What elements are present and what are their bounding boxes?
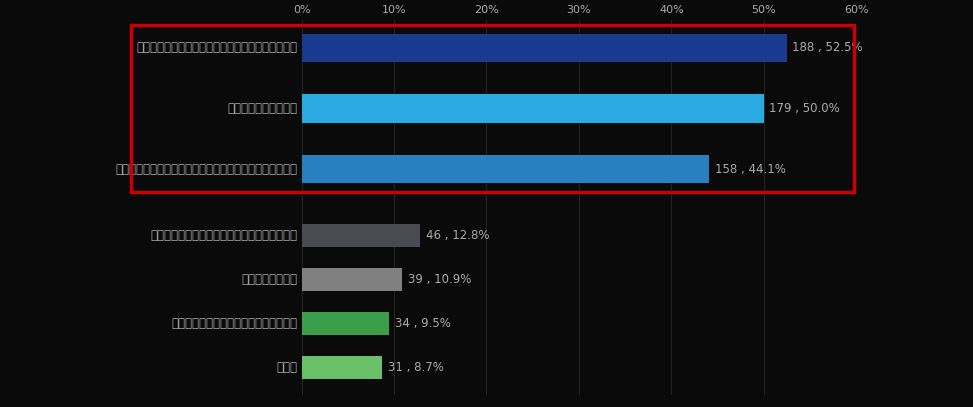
Text: 31 , 8.7%: 31 , 8.7% (387, 361, 444, 374)
Text: 治療と仕事の両立を支援する社内のカルチャー醉成: 治療と仕事の両立を支援する社内のカルチャー醉成 (136, 42, 297, 55)
Text: 46 , 12.8%: 46 , 12.8% (426, 229, 489, 242)
Bar (302, 356, 382, 379)
Bar (302, 33, 787, 62)
Bar (302, 223, 420, 247)
Text: 産業医との積極的なコミュニケーション: 産業医との積極的なコミュニケーション (171, 317, 297, 330)
Text: 専門家からの講演: 専門家からの講演 (241, 273, 297, 286)
Bar (302, 94, 764, 123)
Text: 治療と仕事の両立をしている従業員からの講演: 治療と仕事の両立をしている従業員からの講演 (150, 229, 297, 242)
Text: 39 , 10.9%: 39 , 10.9% (408, 273, 471, 286)
Text: 158 , 44.1%: 158 , 44.1% (715, 162, 785, 175)
Text: 34 , 9.5%: 34 , 9.5% (395, 317, 450, 330)
Bar (302, 312, 389, 335)
Bar (302, 155, 709, 183)
Text: その他: その他 (276, 361, 297, 374)
Bar (302, 267, 403, 291)
Text: 188 , 52.5%: 188 , 52.5% (792, 42, 863, 55)
Text: 利用できる制度の周知: 利用できる制度の周知 (227, 102, 297, 115)
Text: 上司や同僚などとの効果的なコミュニケーションの取り方: 上司や同僚などとの効果的なコミュニケーションの取り方 (115, 162, 297, 175)
Text: 179 , 50.0%: 179 , 50.0% (770, 102, 840, 115)
